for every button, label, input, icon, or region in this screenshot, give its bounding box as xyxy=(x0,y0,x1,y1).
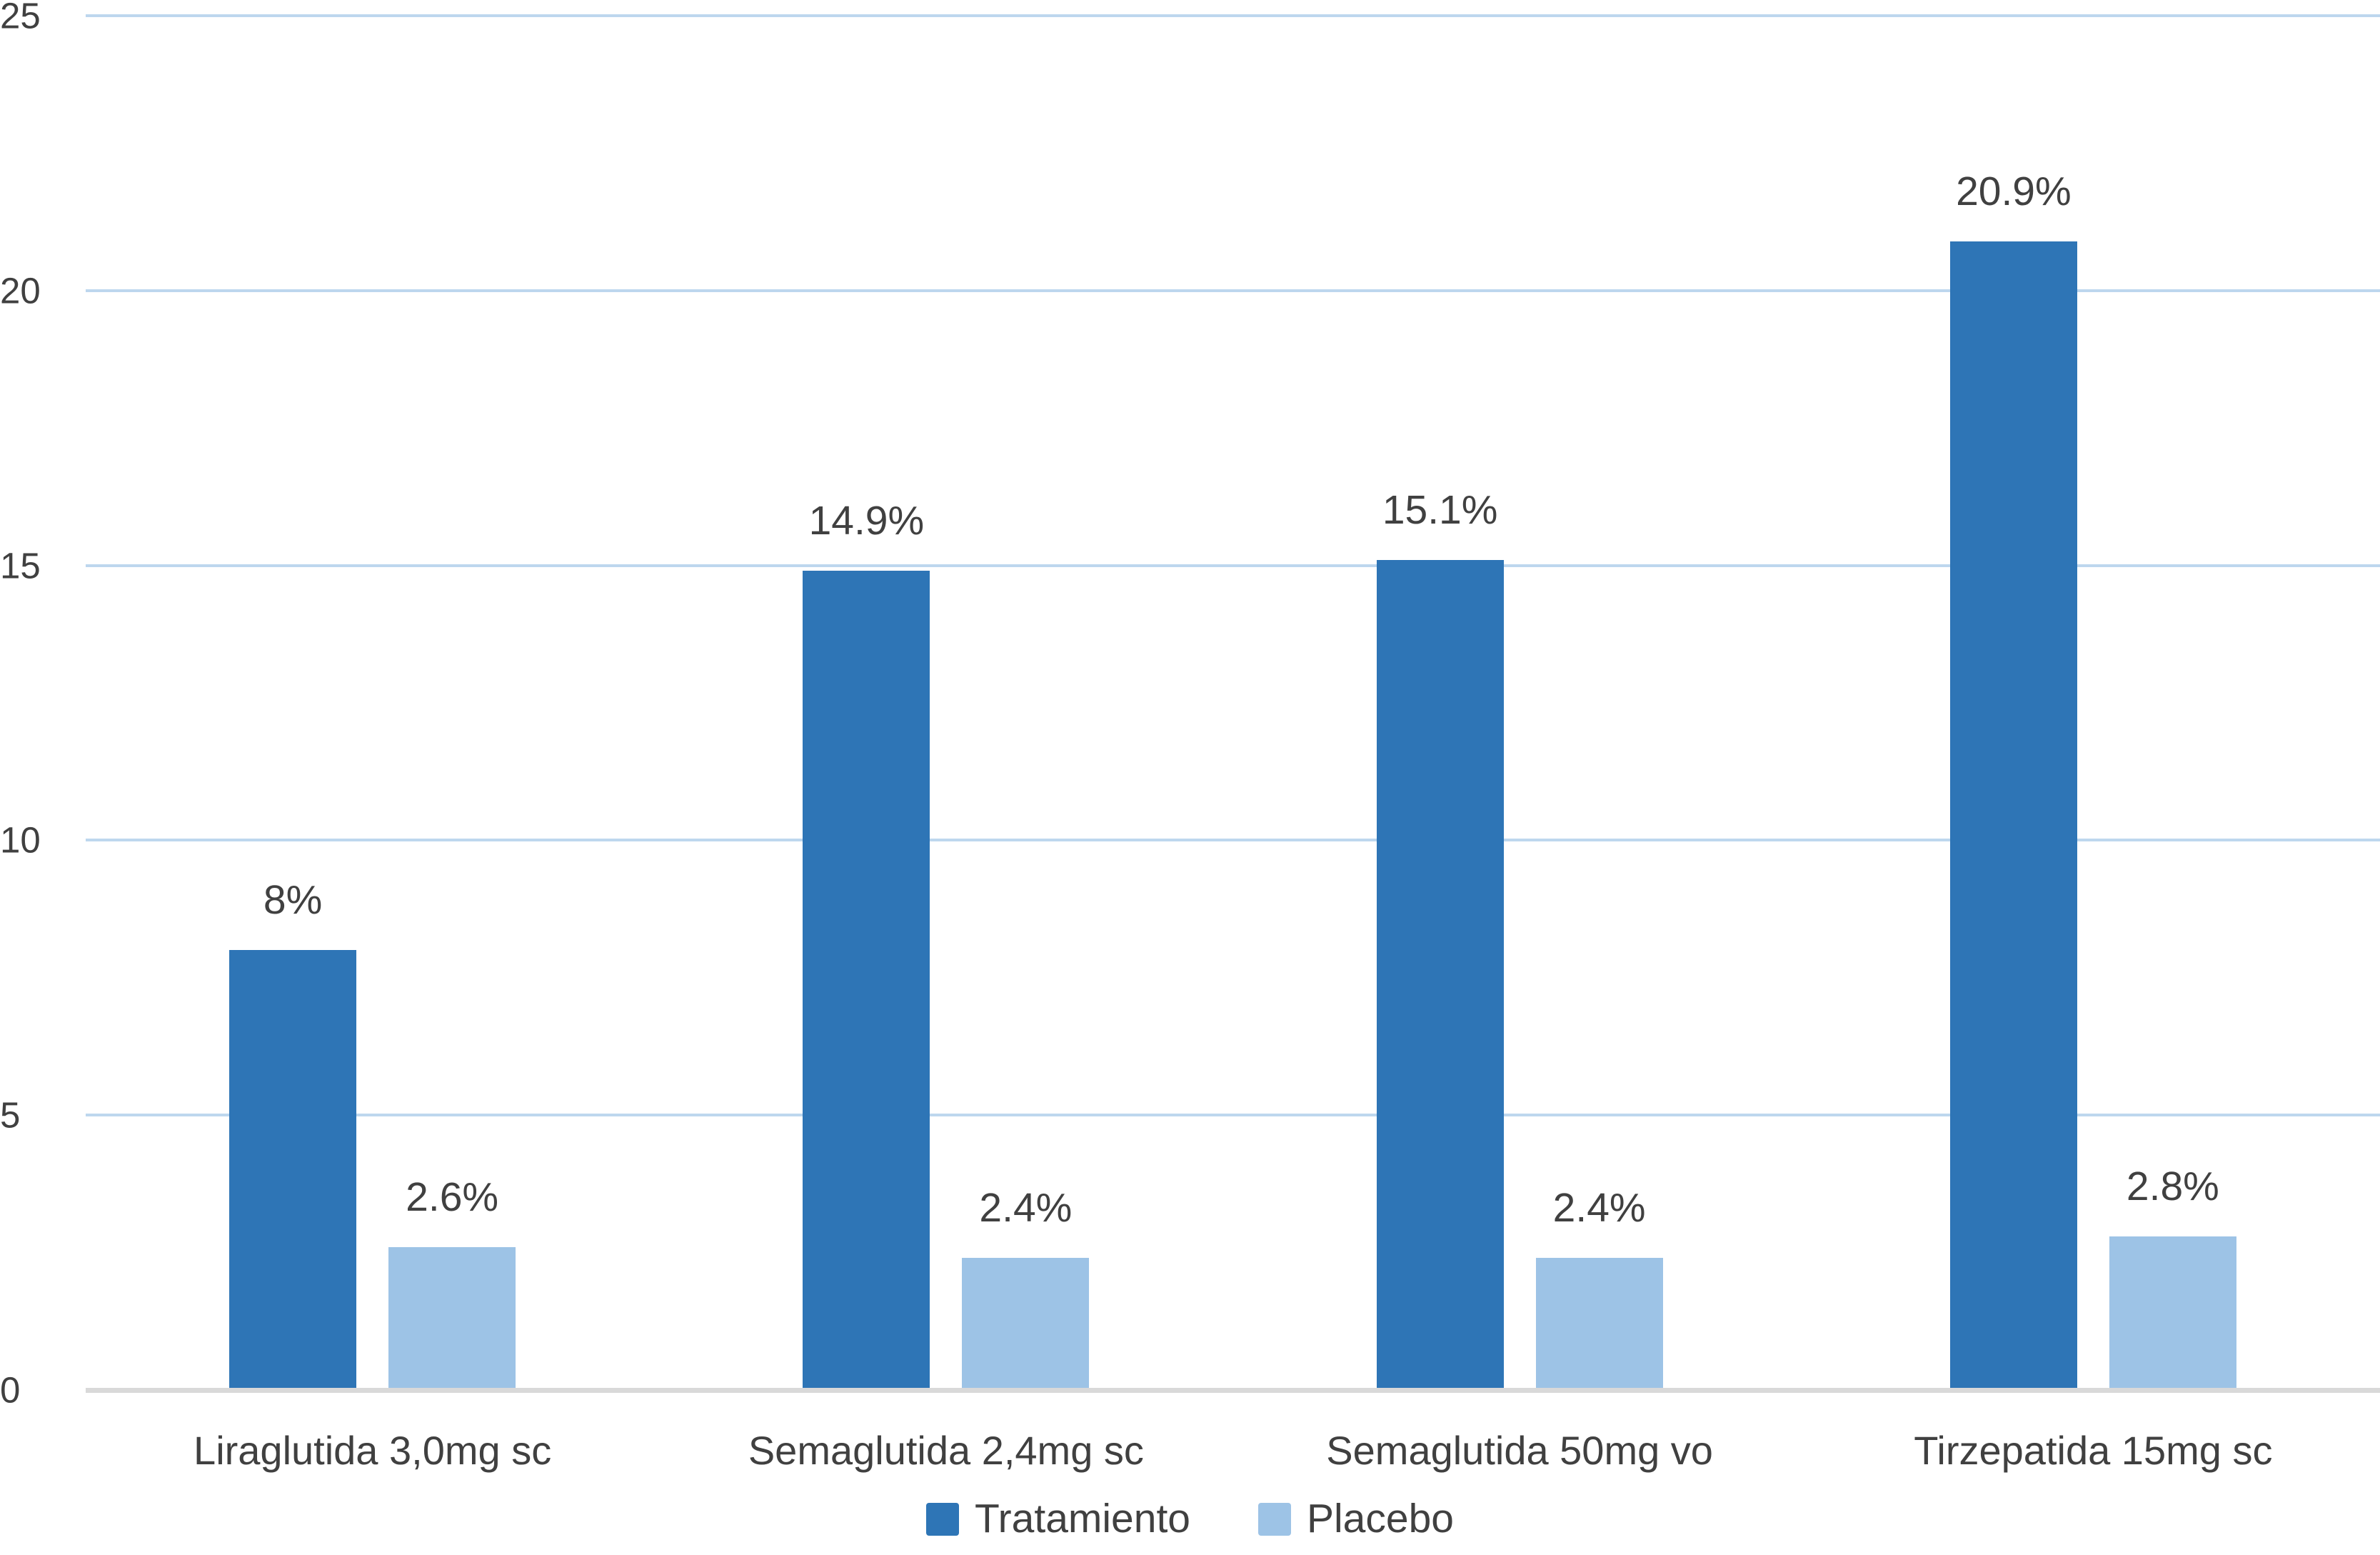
category-label: Tirzepatida 15mg sc xyxy=(1914,1428,2273,1473)
bar-data-label: 14.9% xyxy=(808,498,925,544)
x-axis-line xyxy=(86,1388,2380,1393)
bar-data-label: 2.4% xyxy=(979,1185,1073,1231)
y-tick-label: 15 xyxy=(0,545,41,586)
bar-data-label: 2.6% xyxy=(406,1174,499,1220)
bar-data-label: 2.4% xyxy=(1552,1185,1646,1231)
bar-data-label: 20.9% xyxy=(1956,168,2072,214)
bar-tratamiento xyxy=(229,950,357,1390)
legend-label: Placebo xyxy=(1307,1496,1454,1541)
bar-tratamiento xyxy=(1949,241,2077,1390)
bar-placebo xyxy=(1535,1258,1663,1390)
legend-label: Tratamiento xyxy=(974,1496,1190,1541)
gridline xyxy=(86,839,2380,842)
bar-data-label: 8% xyxy=(263,877,323,924)
y-tick-label: 10 xyxy=(0,819,41,861)
bar-tratamiento xyxy=(1376,559,1504,1390)
legend-item-tratamiento: Tratamiento xyxy=(925,1496,1190,1541)
gridline xyxy=(86,1114,2380,1117)
bar-placebo xyxy=(388,1246,516,1390)
y-tick-label: 25 xyxy=(0,0,41,36)
bar-placebo xyxy=(2109,1236,2236,1390)
legend-item-placebo: Placebo xyxy=(1258,1499,1454,1539)
legend-swatch xyxy=(925,1502,959,1536)
bar-tratamiento xyxy=(803,571,930,1390)
legend: Tratamiento Placebo xyxy=(0,1499,2380,1539)
gridline xyxy=(86,289,2380,292)
bar-placebo xyxy=(962,1258,1090,1390)
gridline xyxy=(86,14,2380,17)
category-label: Liraglutida 3,0mg sc xyxy=(194,1428,552,1473)
y-tick-label: 20 xyxy=(0,270,41,311)
bar-data-label: 15.1% xyxy=(1382,486,1498,533)
bar-data-label: 2.8% xyxy=(2126,1163,2219,1209)
category-label: Semaglutida 50mg vo xyxy=(1326,1428,1713,1473)
y-tick-label: 0 xyxy=(0,1369,21,1411)
gridline xyxy=(86,564,2380,567)
category-label: Semaglutida 2,4mg sc xyxy=(748,1428,1144,1473)
legend-swatch xyxy=(1258,1502,1291,1536)
y-tick-label: 5 xyxy=(0,1094,21,1136)
